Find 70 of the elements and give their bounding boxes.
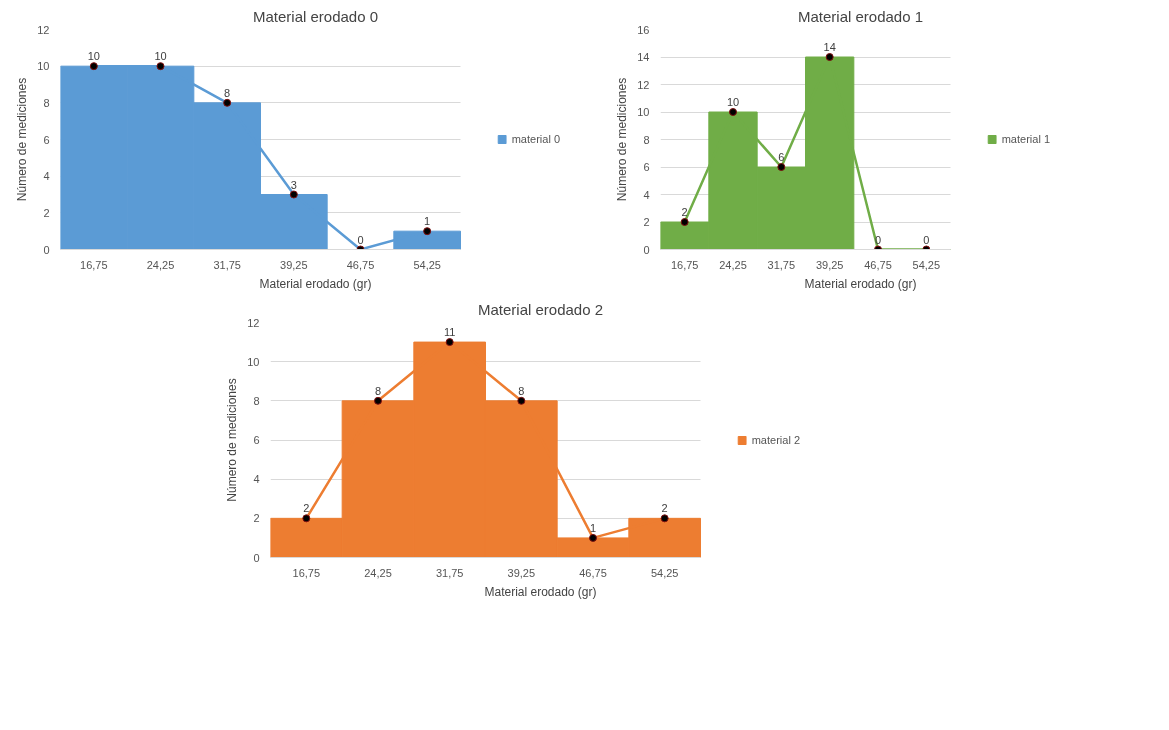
chart-title: Material erodado 1 bbox=[797, 7, 924, 25]
x-tick-label: 24,25 bbox=[719, 258, 747, 271]
y-tick-label: 6 bbox=[253, 434, 260, 446]
data-label: 10 bbox=[154, 50, 167, 63]
y-tick-label: 12 bbox=[637, 78, 650, 91]
x-tick-label: 54,25 bbox=[912, 258, 941, 271]
x-tick-label: 46,75 bbox=[864, 258, 892, 271]
data-label: 1 bbox=[589, 521, 597, 534]
y-tick-label: 10 bbox=[637, 106, 650, 118]
y-axis-title: Número de mediciones bbox=[225, 378, 240, 502]
y-tick-label: 0 bbox=[643, 243, 650, 256]
y-tick-label: 0 bbox=[253, 551, 260, 564]
legend-label: material 2 bbox=[751, 433, 800, 446]
x-tick-label: 39,25 bbox=[815, 258, 844, 271]
x-tick-label: 24,25 bbox=[364, 566, 392, 579]
y-tick-label: 8 bbox=[643, 133, 650, 146]
chart-title: Material erodado 0 bbox=[252, 7, 379, 25]
y-tick-label: 2 bbox=[643, 216, 650, 228]
data-label: 1 bbox=[424, 215, 431, 228]
y-tick-label: 2 bbox=[43, 206, 50, 219]
y-tick-label: 4 bbox=[253, 473, 260, 486]
x-tick-label: 54,25 bbox=[650, 566, 679, 579]
x-tick-label: 54,25 bbox=[413, 258, 441, 271]
x-tick-label: 46,75 bbox=[579, 566, 607, 579]
chart-title: Material erodado 2 bbox=[477, 300, 604, 318]
y-tick-label: 10 bbox=[37, 60, 50, 73]
x-axis-title: Material erodado (gr) bbox=[259, 276, 372, 291]
data-label: 0 bbox=[923, 233, 930, 246]
y-axis-title: Número de mediciones bbox=[15, 77, 30, 202]
x-axis-title: Material erodado (gr) bbox=[804, 276, 917, 291]
data-label: 10 bbox=[726, 96, 740, 108]
x-tick-label: 24,25 bbox=[146, 258, 175, 271]
data-label: 8 bbox=[224, 86, 231, 99]
x-tick-label: 39,25 bbox=[280, 258, 308, 271]
data-label: 11 bbox=[443, 326, 456, 339]
y-tick-label: 12 bbox=[37, 23, 50, 36]
data-label: 10 bbox=[87, 50, 100, 63]
y-tick-label: 16 bbox=[637, 23, 650, 36]
data-label: 8 bbox=[374, 384, 382, 397]
data-label: 6 bbox=[778, 151, 785, 163]
x-tick-label: 31,75 bbox=[435, 566, 464, 579]
y-axis-title: Número de mediciones bbox=[615, 77, 630, 202]
x-tick-label: 16,75 bbox=[670, 258, 699, 271]
x-axis-title: Material erodado (gr) bbox=[484, 584, 597, 599]
y-tick-label: 4 bbox=[643, 188, 650, 201]
data-label: 2 bbox=[661, 502, 668, 515]
data-label: 2 bbox=[303, 502, 310, 515]
y-tick-label: 6 bbox=[643, 161, 650, 173]
x-tick-label: 39,25 bbox=[507, 566, 536, 579]
x-tick-label: 46,75 bbox=[346, 258, 375, 271]
y-tick-label: 8 bbox=[43, 96, 50, 109]
x-tick-label: 31,75 bbox=[213, 258, 241, 271]
data-label: 14 bbox=[823, 41, 836, 53]
x-tick-label: 31,75 bbox=[767, 258, 796, 271]
legend-label: material 1 bbox=[1001, 133, 1050, 145]
y-tick-label: 10 bbox=[247, 355, 260, 368]
x-tick-label: 16,75 bbox=[80, 258, 108, 271]
y-tick-label: 0 bbox=[43, 243, 50, 256]
y-tick-label: 14 bbox=[637, 51, 650, 63]
legend-label: material 0 bbox=[511, 133, 560, 145]
data-label: 2 bbox=[681, 206, 688, 218]
data-label: 3 bbox=[290, 178, 297, 191]
y-tick-label: 12 bbox=[247, 316, 260, 329]
x-tick-label: 16,75 bbox=[292, 566, 321, 579]
y-tick-label: 6 bbox=[43, 133, 50, 146]
y-tick-label: 8 bbox=[253, 394, 260, 407]
y-tick-label: 4 bbox=[43, 170, 50, 183]
data-label: 8 bbox=[518, 384, 525, 397]
y-tick-label: 2 bbox=[253, 512, 260, 525]
data-label: 0 bbox=[357, 233, 364, 246]
